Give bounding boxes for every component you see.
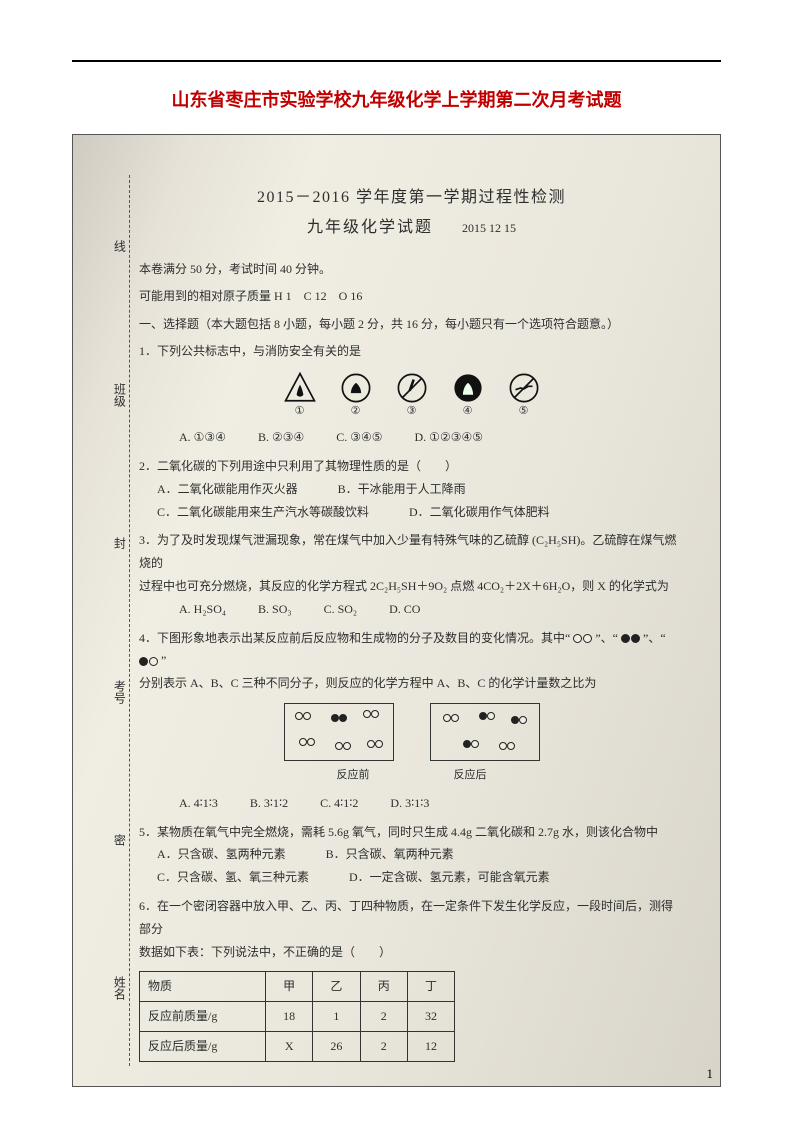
table-cell: 26 [313, 1031, 360, 1061]
exam-date: 2015 12 15 [462, 221, 516, 235]
safety-sign-icon: ③ [395, 371, 429, 418]
option: A. ①③④ [179, 426, 226, 449]
stem-text: ”、“ [595, 631, 618, 645]
table-cell: 2 [360, 1031, 407, 1061]
question-stem: 过程中也可充分燃烧，其反应的化学方程式 2C₂H₅SH＋9O₂ 点燃 4CO₂＋… [139, 575, 684, 598]
exam-header-line1: 2015－2016 学年度第一学期过程性检测 [139, 183, 684, 213]
table-cell: 2 [360, 1002, 407, 1032]
molecule-icon [573, 634, 592, 643]
table-header: 甲 [266, 972, 313, 1002]
page-container: 山东省枣庄市实验学校九年级化学上学期第二次月考试题 线 班级 封 考号 密 姓名… [0, 0, 793, 1127]
question-3: 3．为了及时发现煤气泄漏现象，常在煤气中加入少量有特殊气味的乙硫醇 (C₂H₅S… [139, 529, 684, 620]
q1-icon-row: ① ② ③ ④ ⑤ [139, 371, 684, 418]
molecule-icon [621, 634, 640, 643]
table-header: 物质 [140, 972, 266, 1002]
option: D．二氧化碳用作气体肥料 [409, 501, 550, 524]
option: C．二氧化碳能用来生产汽水等碳酸饮料 [157, 501, 369, 524]
diagram-label: 反应后 [454, 765, 487, 786]
diagram-after [430, 703, 540, 761]
question-1: 1．下列公共标志中，与消防安全有关的是 ① ② ③ ④ [139, 340, 684, 449]
question-5: 5．某物质在氧气中完全燃烧，需耗 5.6g 氧气，同时只生成 4.4g 二氧化碳… [139, 821, 684, 889]
gutter-label: 考号 [108, 680, 131, 704]
table-cell: X [266, 1031, 313, 1061]
option: A．二氧化碳能用作灭火器 [157, 478, 298, 501]
gutter-label: 线 [108, 240, 131, 252]
question-4: 4．下图形象地表示出某反应前后反应物和生成物的分子及数目的变化情况。其中“ ”、… [139, 627, 684, 815]
option: B. SO₃ [258, 598, 292, 621]
icon-caption: ④ [463, 405, 473, 418]
question-stem: 数据如下表：下列说法中，不正确的是（ ） [139, 941, 684, 964]
exam-header-line2: 九年级化学试题 [307, 213, 433, 243]
q4-diagram-labels: 反应前 反应后 [139, 765, 684, 786]
option: A．只含碳、氢两种元素 [157, 843, 286, 866]
option: B．干冰能用于人工降雨 [338, 478, 466, 501]
option: D．一定含碳、氢元素，可能含氧元素 [349, 866, 550, 889]
question-stem: 2．二氧化碳的下列用途中只利用了其物理性质的是（ ） [139, 455, 684, 478]
option: C．只含碳、氢、氧三种元素 [157, 866, 309, 889]
table-cell: 1 [313, 1002, 360, 1032]
stem-text: 4．下图形象地表示出某反应前后反应物和生成物的分子及数目的变化情况。其中“ [139, 631, 570, 645]
icon-caption: ① [295, 405, 305, 418]
diagram-before [284, 703, 394, 761]
table-row: 反应前质量/g 18 1 2 32 [140, 1002, 455, 1032]
question-stem: 4．下图形象地表示出某反应前后反应物和生成物的分子及数目的变化情况。其中“ ”、… [139, 627, 684, 673]
binding-gutter: 线 班级 封 考号 密 姓名 [101, 175, 137, 1066]
question-stem: 分别表示 A、B、C 三种不同分子，则反应的化学方程中 A、B、C 的化学计量数… [139, 672, 684, 695]
top-rule [72, 60, 721, 62]
question-stem: 6．在一个密闭容器中放入甲、乙、丙、丁四种物质，在一定条件下发生化学反应，一段时… [139, 895, 684, 941]
table-cell: 反应前质量/g [140, 1002, 266, 1032]
question-stem: 5．某物质在氧气中完全燃烧，需耗 5.6g 氧气，同时只生成 4.4g 二氧化碳… [139, 821, 684, 844]
table-cell: 18 [266, 1002, 313, 1032]
section-1-title: 一、选择题（本大题包括 8 小题，每小题 2 分，共 16 分，每小题只有一个选… [139, 313, 684, 336]
safety-sign-icon: ⑤ [507, 371, 541, 418]
page-number: 1 [707, 1066, 714, 1082]
gutter-dashed-line [129, 175, 130, 1066]
icon-caption: ② [351, 405, 361, 418]
question-stem: 3．为了及时发现煤气泄漏现象，常在煤气中加入少量有特殊气味的乙硫醇 (C₂H₅S… [139, 529, 684, 575]
gutter-label: 封 [108, 537, 131, 549]
q1-options: A. ①③④ B. ②③④ C. ③④⑤ D. ①②③④⑤ [179, 426, 684, 449]
table-header: 乙 [313, 972, 360, 1002]
safety-sign-icon: ② [339, 371, 373, 418]
option: B．只含碳、氧两种元素 [326, 843, 454, 866]
question-2: 2．二氧化碳的下列用途中只利用了其物理性质的是（ ） A．二氧化碳能用作灭火器 … [139, 455, 684, 523]
q6-data-table: 物质 甲 乙 丙 丁 反应前质量/g 18 1 2 32 反应后质量/g X 2… [139, 971, 455, 1061]
exam-intro-line: 可能用到的相对原子质量 H 1 C 12 O 16 [139, 285, 684, 308]
option: A. 4∶1∶3 [179, 792, 218, 815]
safety-sign-icon: ④ [451, 371, 485, 418]
option: C. 4∶1∶2 [320, 792, 358, 815]
table-header: 丁 [407, 972, 454, 1002]
icon-caption: ③ [407, 405, 417, 418]
option: C. SO₂ [324, 598, 358, 621]
document-title: 山东省枣庄市实验学校九年级化学上学期第二次月考试题 [72, 86, 721, 112]
diagram-label: 反应前 [337, 765, 370, 786]
table-header: 丙 [360, 972, 407, 1002]
option: B. ②③④ [258, 426, 304, 449]
table-row: 物质 甲 乙 丙 丁 [140, 972, 455, 1002]
stem-text: ”、“ [643, 631, 666, 645]
q4-diagrams [139, 703, 684, 761]
table-cell: 反应后质量/g [140, 1031, 266, 1061]
option: B. 3∶1∶2 [250, 792, 288, 815]
option: C. ③④⑤ [336, 426, 382, 449]
table-row: 反应后质量/g X 26 2 12 [140, 1031, 455, 1061]
safety-sign-icon: ① [283, 371, 317, 418]
stem-text: ” [161, 653, 166, 667]
icon-caption: ⑤ [519, 405, 529, 418]
question-stem: 1．下列公共标志中，与消防安全有关的是 [139, 340, 684, 363]
question-6: 6．在一个密闭容器中放入甲、乙、丙、丁四种物质，在一定条件下发生化学反应，一段时… [139, 895, 684, 1062]
gutter-label: 班级 [108, 383, 131, 407]
exam-header: 2015－2016 学年度第一学期过程性检测 九年级化学试题 2015 12 1… [139, 183, 684, 244]
option: D. CO [389, 598, 420, 621]
gutter-label: 姓名 [108, 976, 131, 1000]
exam-intro-line: 本卷满分 50 分，考试时间 40 分钟。 [139, 258, 684, 281]
table-cell: 12 [407, 1031, 454, 1061]
gutter-label: 密 [108, 834, 131, 846]
table-cell: 32 [407, 1002, 454, 1032]
option: D. 3∶1∶3 [390, 792, 429, 815]
scanned-exam-photo: 线 班级 封 考号 密 姓名 2015－2016 学年度第一学期过程性检测 九年… [72, 134, 721, 1087]
option: A. H₂SO₄ [179, 598, 226, 621]
molecule-icon [139, 657, 158, 666]
option: D. ①②③④⑤ [415, 426, 483, 449]
